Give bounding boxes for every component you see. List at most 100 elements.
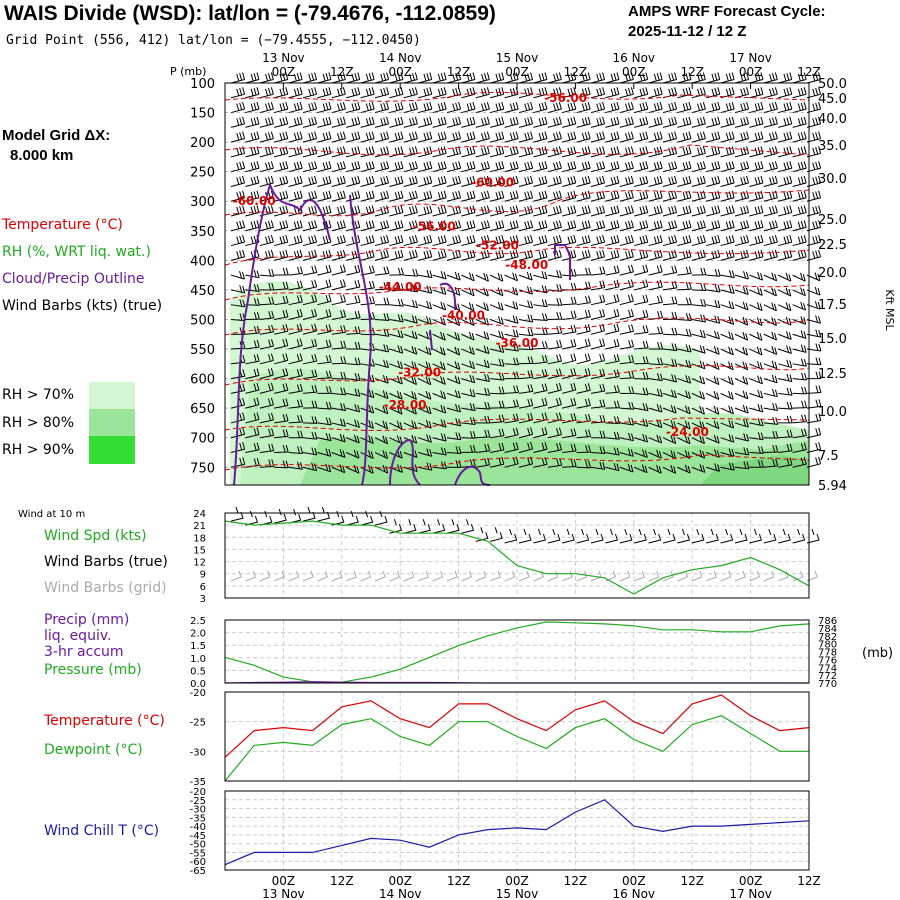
wind-barb-feather <box>642 250 646 258</box>
wind-barb-grid <box>706 570 717 582</box>
wind-barb-shaft <box>245 108 260 114</box>
wind-barb-feather <box>501 386 505 395</box>
wind-barb-feather <box>570 87 574 96</box>
wind-barb-feather <box>487 388 491 396</box>
wind-barb-shaft <box>418 197 432 202</box>
wind-barb-shaft <box>763 226 778 232</box>
wind-barb-feather <box>656 147 660 155</box>
wind-barb-feather <box>423 206 427 215</box>
wind-barb-feather <box>630 205 634 213</box>
wind-barb-shaft <box>749 167 764 173</box>
wind-barb-shaft <box>288 345 303 350</box>
wind-barb-feather <box>426 73 430 81</box>
wind-barb-feather <box>412 268 416 277</box>
wind-barb-feather <box>471 303 475 311</box>
wind-barb-shaft <box>374 288 390 291</box>
wind-barb-feather <box>311 324 315 332</box>
wind-barb-shaft <box>605 300 620 306</box>
wind-barb-feather <box>544 161 548 169</box>
wind-barb-feather <box>541 220 545 229</box>
wind-barb-shaft <box>677 452 691 459</box>
wind-barb-feather <box>544 190 548 198</box>
wind-barb-feather <box>299 190 303 198</box>
wind-barb-shaft <box>374 138 389 143</box>
wind-barb-feather <box>285 281 289 289</box>
wind-barb-shaft <box>374 108 389 114</box>
wind-barb-feather <box>382 375 386 383</box>
wind-barb-shaft <box>691 241 706 247</box>
wind-barb-feather <box>602 446 606 454</box>
wind-barb-feather <box>688 220 692 228</box>
wind-barb-feather <box>242 146 246 154</box>
wind-barb-shaft <box>590 108 605 114</box>
wind-barb-feather <box>267 73 271 81</box>
wind-barb-shaft <box>677 422 691 430</box>
wind-barb-feather <box>253 176 257 184</box>
wind-barb-feather <box>814 301 818 309</box>
wind-barb-feather <box>687 436 691 444</box>
windchill-ytick: -60 <box>190 857 206 868</box>
wind-barb-feather <box>555 398 559 406</box>
wind-barb-shaft <box>360 182 375 187</box>
wind-barb-shaft <box>446 407 461 413</box>
wind-barb-feather <box>573 324 577 333</box>
wind-barb-feather <box>411 161 415 170</box>
wind-barb-feather <box>659 87 663 95</box>
wind-barb-feather <box>256 298 260 306</box>
wind-barb-feather <box>688 266 692 274</box>
wind-barb-feather <box>544 271 548 280</box>
wind-barb-feather <box>282 73 286 81</box>
wind-barb-feather <box>697 177 701 185</box>
wind-barb-feather <box>530 356 534 364</box>
wind-barb-feather <box>256 458 260 466</box>
wind-barb-shaft <box>461 392 476 398</box>
wind-barb-feather <box>803 317 807 325</box>
wind-barb-feather <box>265 206 269 215</box>
wind-barb-feather <box>800 272 804 281</box>
wind-barb-feather <box>498 147 502 155</box>
wind-barb-feather <box>656 191 660 199</box>
wind-barbs-grid-legend: Wind Barbs (grid) <box>44 580 167 596</box>
wind-barb-feather <box>314 190 318 198</box>
wind-barb-feather <box>573 339 577 347</box>
wind-barb-shaft <box>230 347 246 350</box>
wind-barb-feather <box>717 205 721 213</box>
wind-barb-feather <box>789 457 793 466</box>
wind-barb-feather <box>256 397 260 405</box>
wind-barb-shaft <box>576 79 591 84</box>
wind-barb-feather <box>697 73 701 82</box>
wind-barb-feather <box>674 131 678 139</box>
wind-barb-feather <box>455 220 459 229</box>
wind-barb-feather <box>746 447 750 456</box>
wind-barb-feather <box>468 302 472 310</box>
wind-barb-shaft <box>302 300 317 306</box>
wind-barb-feather <box>783 192 787 200</box>
wind-barb-grid <box>806 570 818 582</box>
wind-barb-shaft <box>403 79 418 84</box>
wind-barb-shaft <box>475 197 490 202</box>
wind-barb-feather <box>285 267 289 275</box>
wind-barb-shaft <box>317 330 332 335</box>
wind-barb-shaft <box>720 182 735 187</box>
wind-barb-feather <box>314 338 318 347</box>
wind-barb-feather <box>351 236 355 244</box>
wind-barb-shaft <box>677 241 692 247</box>
wind-barb-feather <box>239 87 243 96</box>
wind-barb-shaft <box>547 304 562 306</box>
wind-barb-feather <box>645 403 649 411</box>
wind-barb-shaft <box>230 226 245 232</box>
wind-barb-shaft <box>259 167 274 173</box>
wind-barb-shaft <box>792 463 807 468</box>
wind-barb-shaft <box>792 123 807 128</box>
wind-barb-feather <box>483 161 487 170</box>
wind-barb-shaft <box>518 182 533 187</box>
wind-barb-shaft <box>619 452 634 457</box>
wind-barb-feather <box>368 235 372 243</box>
wind-barb-feather <box>371 131 375 139</box>
wind-barb-grid <box>418 570 429 582</box>
wind-barb-shaft <box>605 197 620 202</box>
wind-barb-feather <box>812 206 816 215</box>
wind-barb-feather <box>296 384 300 392</box>
wind-barb-feather <box>541 383 545 392</box>
wind-barb-feather <box>296 309 300 318</box>
